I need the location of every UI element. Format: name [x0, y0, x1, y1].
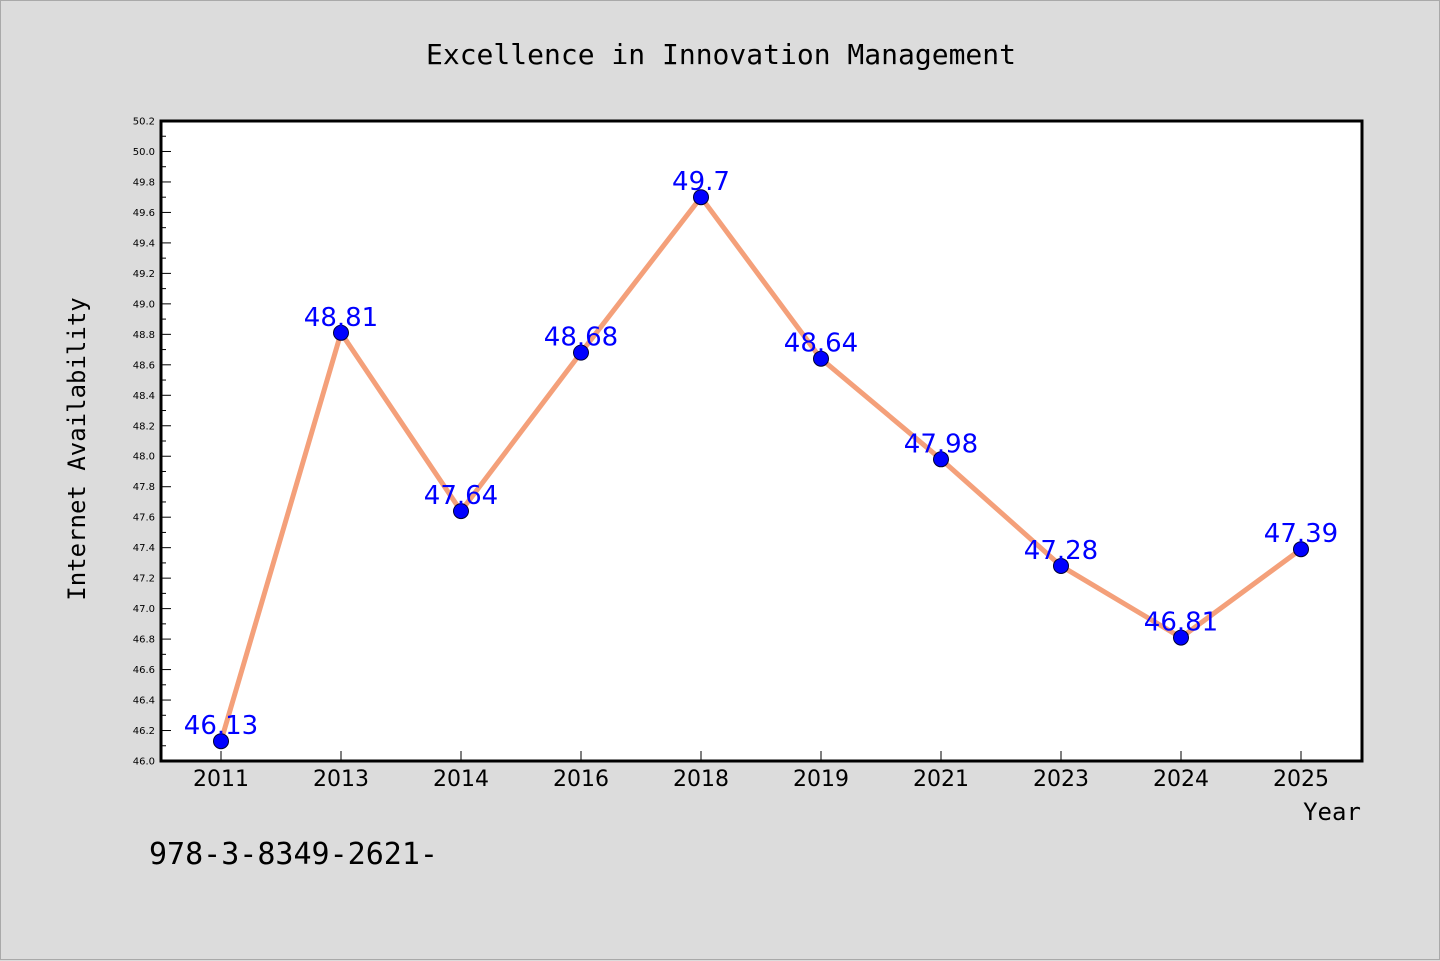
plot-area [161, 121, 1362, 761]
x-axis: 2011 2013 2014 2016 2018 2019 2021 2023 2024 2025 [193, 751, 1329, 792]
y-tick-label: 49.4 [133, 238, 155, 249]
data-label: 47.64 [424, 481, 498, 511]
data-point [1293, 541, 1309, 558]
data-point [933, 451, 949, 468]
data-point [1053, 557, 1069, 574]
y-axis: 46.0 46.2 46.4 46.6 46.8 47.0 47.2 47.4 47.6 47.8… [133, 117, 171, 768]
data-label: 46.13 [184, 711, 258, 741]
y-tick-label: 48.8 [133, 330, 155, 341]
y-tick-label: 47.0 [133, 604, 155, 615]
x-tick-label: 2011 [193, 767, 249, 792]
series-polyline [218, 194, 1304, 744]
x-tick-label: 2023 [1033, 767, 1089, 792]
data-label: 46.81 [1144, 608, 1218, 638]
y-tick-label: 47.4 [133, 543, 155, 554]
x-tick-label: 2025 [1273, 767, 1329, 792]
x-tick-label: 2024 [1153, 767, 1209, 792]
y-tick-label: 49.2 [133, 269, 155, 280]
y-tick-label: 47.6 [133, 513, 155, 524]
data-point [1173, 629, 1189, 646]
data-labels: 46.13 48.81 47.64 48.68 49.7 48.64 47.98 47.28 4… [184, 167, 1338, 741]
y-tick-label: 49.6 [133, 208, 155, 219]
y-tick-label: 46.2 [133, 726, 155, 737]
y-tick-label: 49.0 [133, 299, 155, 310]
y-tick-label: 49.8 [133, 177, 155, 188]
y-tick-label: 46.8 [133, 635, 155, 646]
data-label: 48.68 [544, 323, 618, 353]
data-label: 48.81 [304, 303, 378, 333]
data-label: 48.64 [784, 329, 858, 359]
data-point [573, 344, 589, 361]
x-tick-label: 2013 [313, 767, 369, 792]
y-tick-label: 46.6 [133, 665, 155, 676]
x-tick-label: 2018 [673, 767, 729, 792]
data-label: 49.7 [672, 167, 730, 197]
data-point [213, 733, 229, 750]
x-tick-label: 2016 [553, 767, 609, 792]
data-label: 47.28 [1024, 536, 1098, 566]
y-tick-label: 47.8 [133, 482, 155, 493]
data-label: 47.39 [1264, 519, 1338, 549]
data-point [693, 189, 709, 206]
data-label: 47.98 [904, 429, 978, 459]
y-axis-label: Internet Availability [63, 297, 91, 600]
x-tick-label: 2014 [433, 767, 489, 792]
data-point [813, 350, 829, 367]
series-line [218, 194, 1304, 744]
y-tick-label: 46.4 [133, 696, 155, 707]
y-tick-label: 50.0 [133, 147, 155, 158]
x-tick-label: 2021 [913, 767, 969, 792]
footer-text: 978-3-8349-2621- [149, 837, 438, 872]
y-tick-label: 48.6 [133, 360, 155, 371]
y-tick-label: 47.2 [133, 574, 155, 585]
y-tick-label: 48.4 [133, 391, 155, 402]
x-tick-label: 2019 [793, 767, 849, 792]
data-point [453, 503, 469, 520]
x-axis-label: Year [1303, 798, 1361, 826]
y-tick-label: 48.2 [133, 421, 155, 432]
data-point [333, 324, 349, 341]
y-tick-label: 48.0 [133, 452, 155, 463]
chart-title: Excellence in Innovation Management [426, 38, 1016, 71]
y-tick-label: 50.2 [133, 117, 155, 128]
y-tick-label: 46.0 [133, 757, 155, 768]
series-markers [213, 189, 1309, 750]
plot-border [159, 119, 1364, 763]
